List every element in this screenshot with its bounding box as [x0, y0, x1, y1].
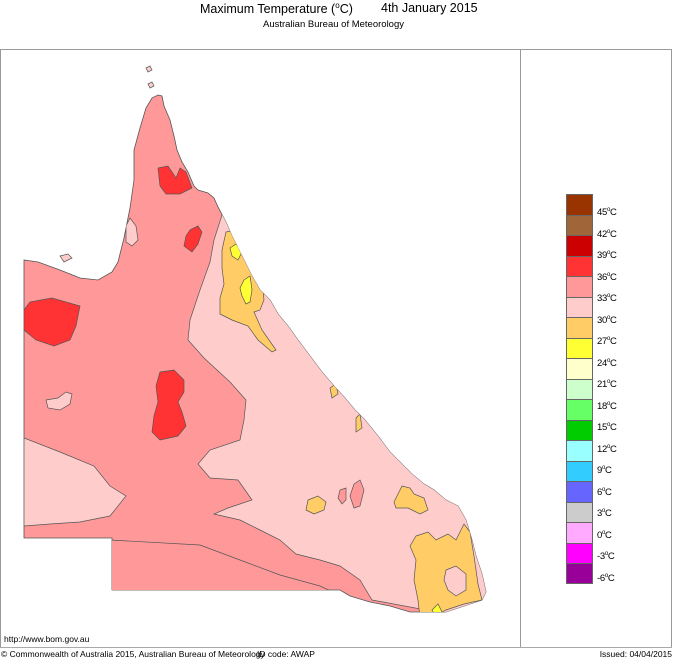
legend-label: 12oC [597, 443, 617, 455]
island-torres-b [147, 81, 155, 89]
legend-swatch-15 [566, 399, 593, 420]
legend-label: 24oC [597, 357, 617, 369]
legend-swatch-12 [566, 419, 593, 440]
region-24-27-central [239, 275, 253, 305]
region-27-30-coast-b [355, 413, 363, 433]
legend-swatch-minus3 [566, 522, 593, 543]
region-36-39-west [24, 297, 81, 347]
legend-label: 21oC [597, 379, 617, 391]
legend-label: 0oC [597, 529, 612, 541]
legend-label: 45oC [597, 207, 617, 219]
legend-label: 33oC [597, 293, 617, 305]
region-33-36-island-b [337, 487, 347, 505]
legend-swatch-27 [566, 317, 593, 338]
legend-label: 3oC [597, 508, 612, 520]
region-30-33-se-pocket [443, 565, 467, 597]
legend-swatch-42 [566, 214, 593, 235]
legend-label: 15oC [597, 422, 617, 434]
legend-swatch-45plus [566, 194, 593, 215]
map-title: Maximum Temperature (oC) [200, 1, 353, 16]
legend-label: 30oC [597, 314, 617, 326]
legend-swatch-minus6 [566, 542, 593, 563]
region-24-27-se [431, 603, 443, 612]
region-30-33-west [24, 437, 127, 527]
legend-swatch-21 [566, 358, 593, 379]
id-code: ID code: AWAP [257, 649, 315, 659]
issued-date: Issued: 04/04/2015 [599, 649, 672, 659]
legend-label: 9oC [597, 465, 612, 477]
map-subtitle: Australian Bureau of Meteorology [263, 19, 404, 30]
legend-swatch-24 [566, 337, 593, 358]
region-36-39-central [151, 369, 187, 441]
island-torres-a [145, 65, 153, 73]
region-30-33-patch [45, 391, 73, 411]
legend-swatch-6 [566, 460, 593, 481]
chart-header: Maximum Temperature (oC) 4th January 201… [0, 0, 674, 40]
degree-sign: o [335, 1, 340, 10]
region-36-39-north [183, 225, 203, 253]
region-27-30-inland [393, 485, 429, 515]
legend-label: -6oC [597, 572, 615, 584]
legend-swatch-33 [566, 276, 593, 297]
legend-label: 36oC [597, 271, 617, 283]
temperature-legend [566, 194, 594, 584]
legend-divider [520, 49, 521, 647]
region-27-30-small [305, 495, 327, 515]
copyright-text: © Commonwealth of Australia 2015, Austra… [1, 649, 265, 659]
legend-swatch-9 [566, 440, 593, 461]
legend-label: -3oC [597, 551, 615, 563]
frame-bottom-line [0, 647, 672, 648]
legend-label: 18oC [597, 400, 617, 412]
map-date: 4th January 2015 [381, 1, 478, 15]
legend-label: 42oC [597, 228, 617, 240]
legend-swatch-below-minus6 [566, 563, 593, 584]
region-36-39-south [185, 611, 261, 612]
source-url-link[interactable]: http://www.bom.gov.au [4, 634, 90, 644]
legend-swatch-3 [566, 481, 593, 502]
legend-label: 27oC [597, 336, 617, 348]
legend-swatch-36 [566, 255, 593, 276]
map-title-text: Maximum Temperature ( [200, 2, 336, 17]
map-title-unit: C) [339, 2, 353, 17]
island-gulf [59, 253, 73, 263]
legend-swatch-18 [566, 378, 593, 399]
legend-swatch-30 [566, 296, 593, 317]
legend-label: 39oC [597, 250, 617, 262]
map-frame [0, 49, 672, 647]
legend-swatch-0 [566, 501, 593, 522]
legend-label: 6oC [597, 486, 612, 498]
legend-swatch-39 [566, 235, 593, 256]
region-33-36-island-a [349, 479, 365, 509]
region-36-39-cape [157, 165, 193, 195]
